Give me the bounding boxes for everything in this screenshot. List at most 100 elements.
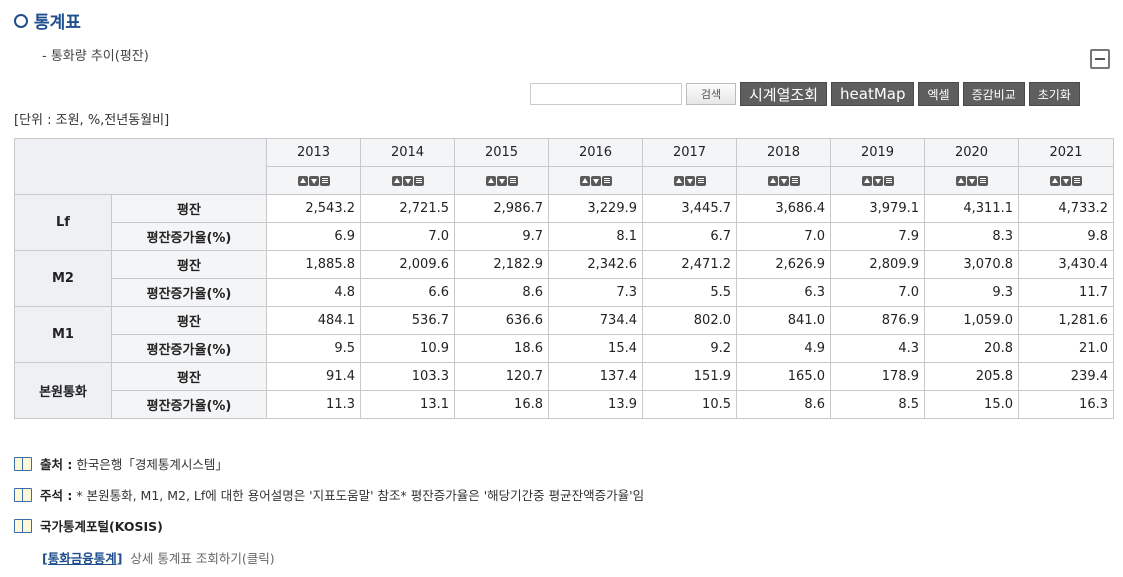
table-cell: 9.7 bbox=[454, 222, 549, 251]
list-icon[interactable] bbox=[1072, 175, 1082, 186]
kosis-label: 국가통계포털(KOSIS) bbox=[40, 518, 163, 534]
collapse-minus-icon[interactable] bbox=[1090, 49, 1110, 69]
table-cell: 8.6 bbox=[736, 390, 831, 419]
sort-header-row bbox=[15, 166, 1114, 195]
table-cell: 734.4 bbox=[548, 306, 643, 335]
table-cell: 8.5 bbox=[830, 390, 925, 419]
list-icon[interactable] bbox=[601, 175, 612, 186]
sort-ascending-icon[interactable] bbox=[391, 175, 402, 186]
table-cell: 91.4 bbox=[266, 362, 361, 391]
year-header-row: 2013 2014 2015 2016 2017 2018 2019 2020 2021 bbox=[14, 138, 1114, 195]
table-cell: 2,721.5 bbox=[360, 194, 455, 223]
table-cell: 6.7 bbox=[642, 222, 737, 251]
table-cell: 2,471.2 bbox=[642, 250, 737, 279]
year-header: 2020 bbox=[924, 138, 1019, 167]
year-header: 2014 bbox=[360, 138, 455, 167]
sort-ascending-icon[interactable] bbox=[579, 175, 590, 186]
table-cell: 2,626.9 bbox=[736, 250, 831, 279]
sort-descending-icon[interactable] bbox=[684, 175, 695, 186]
table-cell: 13.9 bbox=[548, 390, 643, 419]
list-icon[interactable] bbox=[319, 175, 330, 186]
list-icon[interactable] bbox=[695, 175, 706, 186]
search-input[interactable] bbox=[530, 83, 682, 105]
sort-ascending-icon[interactable] bbox=[955, 175, 966, 186]
table-cell: 7.0 bbox=[736, 222, 831, 251]
sort-descending-icon[interactable] bbox=[872, 175, 883, 186]
table-cell: 4,311.1 bbox=[924, 194, 1019, 223]
timeseries-button[interactable]: 시계열조회 bbox=[740, 82, 828, 106]
sort-ascending-icon[interactable] bbox=[767, 175, 778, 186]
kosis-note: 국가통계포털(KOSIS) bbox=[14, 515, 644, 535]
sort-descending-icon[interactable] bbox=[778, 175, 789, 186]
sort-descending-icon[interactable] bbox=[402, 175, 413, 186]
heatmap-button[interactable]: heatMap bbox=[831, 82, 915, 106]
metric-label: 평잔 bbox=[111, 362, 267, 391]
table-cell: 802.0 bbox=[642, 306, 737, 335]
table-cell: 20.8 bbox=[924, 334, 1019, 363]
table-cell: 1,281.6 bbox=[1018, 306, 1114, 335]
metric-label: 평잔증가율(%) bbox=[111, 334, 267, 363]
list-icon[interactable] bbox=[413, 175, 424, 186]
kosis-link-row: [통화금융통계] 상세 통계표 조회하기(클릭) bbox=[42, 548, 275, 567]
sort-descending-icon[interactable] bbox=[966, 175, 977, 186]
table-cell: 137.4 bbox=[548, 362, 643, 391]
kosis-link[interactable]: [통화금융통계] bbox=[42, 551, 123, 566]
table-cell: 4.8 bbox=[266, 278, 361, 307]
book-icon bbox=[14, 518, 32, 533]
list-icon[interactable] bbox=[883, 175, 894, 186]
table-cell: 16.8 bbox=[454, 390, 549, 419]
sort-ascending-icon[interactable] bbox=[861, 175, 872, 186]
sort-controls bbox=[548, 166, 643, 195]
source-note: 출처 : 한국은행「경제통계시스템」 bbox=[14, 453, 644, 473]
sort-descending-icon[interactable] bbox=[496, 175, 507, 186]
table-subtitle: - 통화량 추이(평잔) bbox=[42, 49, 149, 64]
table-cell: 15.4 bbox=[548, 334, 643, 363]
table-cell: 120.7 bbox=[454, 362, 549, 391]
circle-icon bbox=[14, 13, 28, 28]
sort-controls bbox=[736, 166, 831, 195]
table-cell: 3,070.8 bbox=[924, 250, 1019, 279]
excel-button[interactable]: 엑셀 bbox=[918, 82, 959, 106]
table-cell: 16.3 bbox=[1018, 390, 1114, 419]
row-group-label: M1 bbox=[14, 306, 112, 363]
source-text: 한국은행「경제통계시스템」 bbox=[76, 456, 228, 472]
table-row: M2 평잔 1,885.8 2,009.6 2,182.9 2,342.6 2,471.2 2… bbox=[14, 250, 1114, 307]
sort-controls bbox=[642, 166, 737, 195]
table-cell: 6.9 bbox=[266, 222, 361, 251]
sort-controls bbox=[454, 166, 549, 195]
sort-descending-icon[interactable] bbox=[308, 175, 319, 186]
list-icon[interactable] bbox=[789, 175, 800, 186]
table-cell: 4.3 bbox=[830, 334, 925, 363]
sort-descending-icon[interactable] bbox=[590, 175, 601, 186]
list-icon[interactable] bbox=[977, 175, 988, 186]
table-cell: 2,986.7 bbox=[454, 194, 549, 223]
metric-label: 평잔 bbox=[111, 194, 267, 223]
sort-ascending-icon[interactable] bbox=[485, 175, 496, 186]
table-cell: 484.1 bbox=[266, 306, 361, 335]
compare-button[interactable]: 증감비교 bbox=[962, 82, 1025, 106]
sort-ascending-icon[interactable] bbox=[297, 175, 308, 186]
table-row: 평잔증가율(%) 11.3 13.1 16.8 13.9 10.5 8.6 8.5 15.0 16… bbox=[15, 390, 1114, 419]
sort-ascending-icon[interactable] bbox=[673, 175, 684, 186]
search-button[interactable]: 검색 bbox=[686, 83, 736, 105]
table-cell: 2,182.9 bbox=[454, 250, 549, 279]
table-cell: 2,543.2 bbox=[266, 194, 361, 223]
table-cell: 205.8 bbox=[924, 362, 1019, 391]
statistics-table: 2013 2014 2015 2016 2017 2018 2019 2020 2021 Lf 평… bbox=[14, 138, 1114, 419]
row-group-label: Lf bbox=[14, 194, 112, 251]
table-cell: 239.4 bbox=[1018, 362, 1114, 391]
table-cell: 4.9 bbox=[736, 334, 831, 363]
table-cell: 178.9 bbox=[830, 362, 925, 391]
table-cell: 7.0 bbox=[360, 222, 455, 251]
table-cell: 15.0 bbox=[924, 390, 1019, 419]
reset-button[interactable]: 초기화 bbox=[1028, 82, 1080, 106]
sort-descending-icon[interactable] bbox=[1061, 175, 1071, 186]
table-cell: 7.0 bbox=[830, 278, 925, 307]
page-title: 통계표 bbox=[14, 8, 81, 33]
list-icon[interactable] bbox=[507, 175, 518, 186]
table-cell: 1,059.0 bbox=[924, 306, 1019, 335]
table-cell: 2,342.6 bbox=[548, 250, 643, 279]
table-cell: 7.9 bbox=[830, 222, 925, 251]
sort-ascending-icon[interactable] bbox=[1050, 175, 1060, 186]
table-cell: 3,979.1 bbox=[830, 194, 925, 223]
